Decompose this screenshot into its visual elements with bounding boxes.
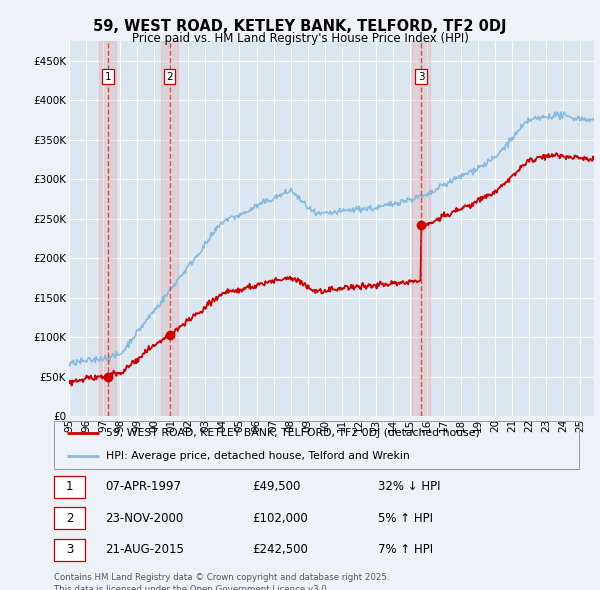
Text: 5% ↑ HPI: 5% ↑ HPI (378, 512, 433, 525)
Text: Contains HM Land Registry data © Crown copyright and database right 2025.
This d: Contains HM Land Registry data © Crown c… (54, 573, 389, 590)
Text: 3: 3 (418, 72, 424, 82)
Text: 21-AUG-2015: 21-AUG-2015 (105, 543, 184, 556)
Text: 59, WEST ROAD, KETLEY BANK, TELFORD, TF2 0DJ (detached house): 59, WEST ROAD, KETLEY BANK, TELFORD, TF2… (107, 428, 480, 438)
Text: £242,500: £242,500 (252, 543, 308, 556)
Text: 59, WEST ROAD, KETLEY BANK, TELFORD, TF2 0DJ: 59, WEST ROAD, KETLEY BANK, TELFORD, TF2… (93, 19, 507, 34)
Text: Price paid vs. HM Land Registry's House Price Index (HPI): Price paid vs. HM Land Registry's House … (131, 32, 469, 45)
Text: 2: 2 (66, 512, 73, 525)
Text: HPI: Average price, detached house, Telford and Wrekin: HPI: Average price, detached house, Telf… (107, 451, 410, 461)
Text: 32% ↓ HPI: 32% ↓ HPI (378, 480, 440, 493)
Bar (161, 41, 178, 416)
Text: 7% ↑ HPI: 7% ↑ HPI (378, 543, 433, 556)
Text: 23-NOV-2000: 23-NOV-2000 (105, 512, 183, 525)
Text: 1: 1 (66, 480, 73, 493)
Text: 07-APR-1997: 07-APR-1997 (105, 480, 181, 493)
Text: £102,000: £102,000 (252, 512, 308, 525)
Text: £49,500: £49,500 (252, 480, 301, 493)
Text: 2: 2 (166, 72, 173, 82)
Text: 3: 3 (66, 543, 73, 556)
Bar (99, 41, 116, 416)
Text: 1: 1 (104, 72, 111, 82)
Bar (412, 41, 430, 416)
